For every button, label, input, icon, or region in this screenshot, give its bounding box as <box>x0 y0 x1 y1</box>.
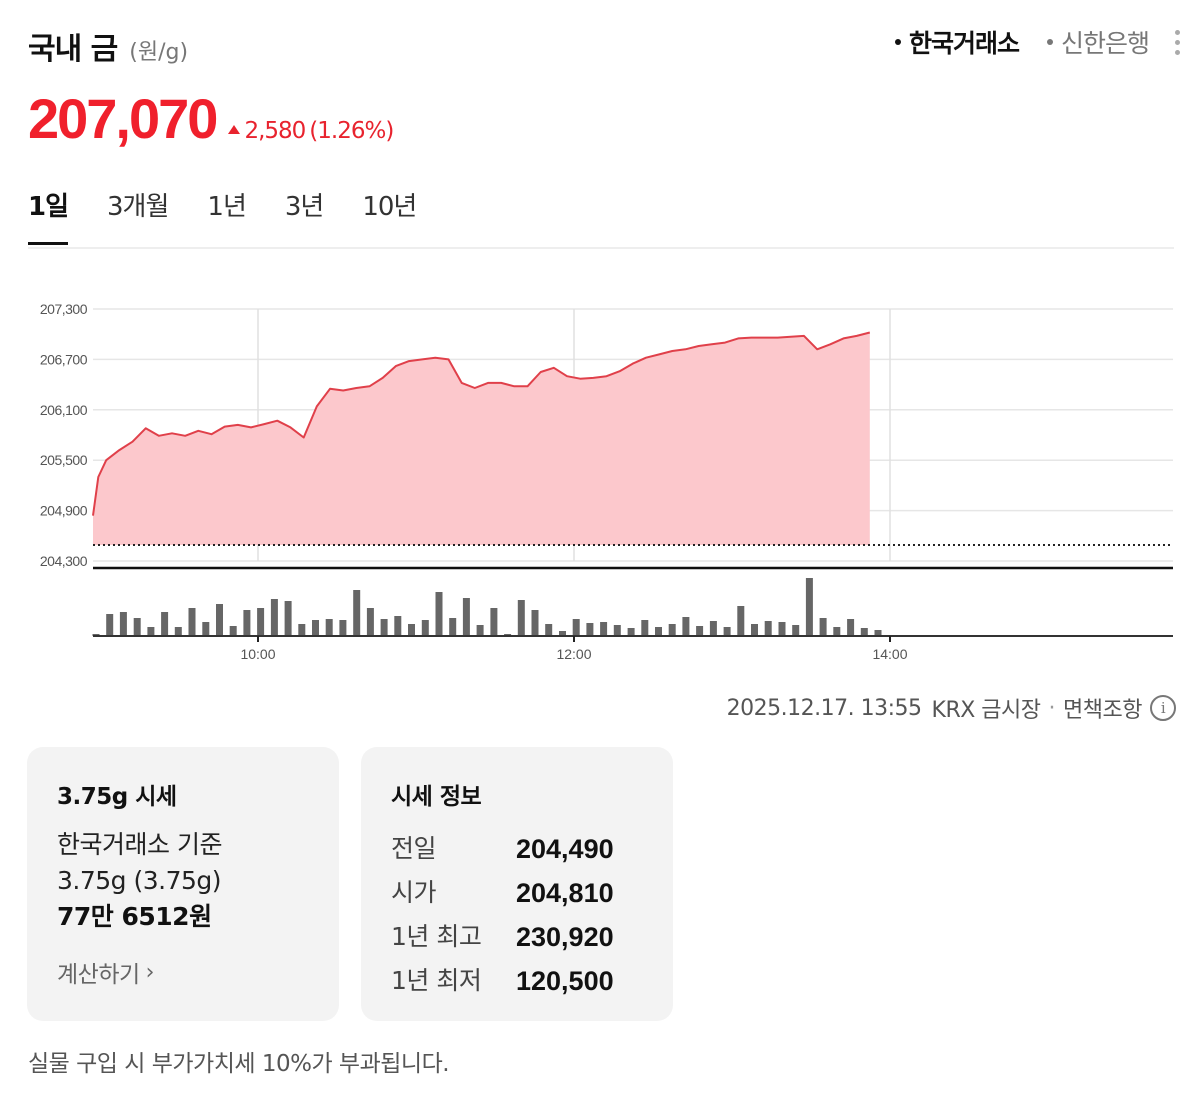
bullet-icon <box>894 39 901 45</box>
disclaimer-link[interactable]: 면책조항 <box>1063 698 1142 723</box>
tab-3y[interactable]: 3년 <box>284 192 324 222</box>
current-price: 207,070 <box>28 87 218 150</box>
calculate-label: 계산하기 <box>57 962 140 988</box>
tab-10y[interactable]: 10년 <box>362 192 417 222</box>
card-title: 3.75g 시세 <box>57 784 177 810</box>
stat-value: 204,810 <box>516 878 614 908</box>
unit-label: (원/g) <box>129 40 189 65</box>
svg-text:14:00: 14:00 <box>872 646 907 662</box>
source-shinhan[interactable]: 신한은행 <box>1046 24 1150 60</box>
price-area <box>93 332 870 546</box>
stat-row-52w-high: 1년 최고 230,920 <box>391 915 643 959</box>
price-chart[interactable]: 207,300 206,700 206,100 205,500 204,900 204,3… <box>0 280 1200 680</box>
stat-label: 1년 최고 <box>391 922 482 951</box>
bullet-icon <box>1046 39 1053 45</box>
basis-text: 한국거래소 기준 <box>57 830 222 859</box>
separator: · <box>1048 695 1056 721</box>
price-line <box>92 331 871 516</box>
source-label: 신한은행 <box>1060 29 1150 58</box>
vat-notice: 실물 구입 시 부가가치세 10%가 부과됩니다. <box>28 1051 450 1077</box>
y-axis-labels: 207,300 206,700 206,100 205,500 204,900 204,3… <box>40 301 88 569</box>
source-label: 한국거래소 <box>908 29 1020 58</box>
price-info-card: 시세 정보 전일 204,490 시가 204,810 1년 최고 230,92… <box>361 747 673 1021</box>
stat-value: 204,490 <box>516 834 614 864</box>
svg-text:206,700: 206,700 <box>40 351 88 367</box>
price-change: 2,580 (1.26%) <box>228 118 394 144</box>
change-percent: (1.26%) <box>309 118 394 144</box>
kebab-menu-icon[interactable] <box>1175 29 1180 55</box>
stat-row-prev-close: 전일 204,490 <box>391 827 643 871</box>
stat-label: 전일 <box>391 834 437 863</box>
source-selector: 한국거래소 신한은행 <box>867 24 1180 60</box>
up-triangle-icon <box>228 125 241 134</box>
svg-text:206,100: 206,100 <box>40 402 88 418</box>
stat-row-52w-low: 1년 최저 120,500 <box>391 959 643 1003</box>
chart-meta: 2025.12.17. 13:55 KRX 금시장 · 면책조항 i <box>727 692 1176 724</box>
stat-value: 120,500 <box>516 966 614 996</box>
tab-1d[interactable]: 1일 <box>28 186 69 245</box>
tabs-divider <box>28 247 1174 249</box>
period-tabs: 1일 3개월 1년 3년 10년 <box>28 186 455 245</box>
amount-text: 77만 6512원 <box>57 902 212 931</box>
gram-price-card: 3.75g 시세 한국거래소 기준 3.75g (3.75g) 77만 6512… <box>27 747 339 1021</box>
change-amount: 2,580 <box>244 118 306 144</box>
weight-text: 3.75g (3.75g) <box>57 866 222 895</box>
timestamp: 2025.12.17. 13:55 <box>726 695 922 721</box>
header: 국내 금 (원/g) <box>28 24 188 68</box>
price-summary: 207,070 2,580 (1.26%) <box>28 86 394 151</box>
stat-label: 1년 최저 <box>391 966 482 995</box>
card-title: 시세 정보 <box>391 784 482 810</box>
svg-text:207,300: 207,300 <box>40 301 88 317</box>
x-axis-labels: 10:00 12:00 14:00 <box>240 636 908 662</box>
svg-text:204,900: 204,900 <box>40 503 88 519</box>
svg-text:204,300: 204,300 <box>40 553 88 569</box>
source-krx[interactable]: 한국거래소 <box>894 24 1020 60</box>
calculate-link[interactable]: 계산하기 › <box>57 955 309 989</box>
page-title: 국내 금 <box>28 32 118 67</box>
stat-row-open: 시가 204,810 <box>391 871 643 915</box>
info-icon[interactable]: i <box>1150 695 1176 721</box>
tab-3m[interactable]: 3개월 <box>107 192 169 222</box>
chevron-right-icon: › <box>145 959 155 985</box>
market-label: KRX 금시장 <box>931 698 1042 723</box>
stat-label: 시가 <box>391 878 437 907</box>
svg-text:205,500: 205,500 <box>40 452 88 468</box>
svg-text:10:00: 10:00 <box>240 646 275 662</box>
svg-text:12:00: 12:00 <box>556 646 591 662</box>
stat-value: 230,920 <box>516 922 614 952</box>
tab-1y[interactable]: 1년 <box>207 192 246 222</box>
volume-bars <box>92 578 882 636</box>
